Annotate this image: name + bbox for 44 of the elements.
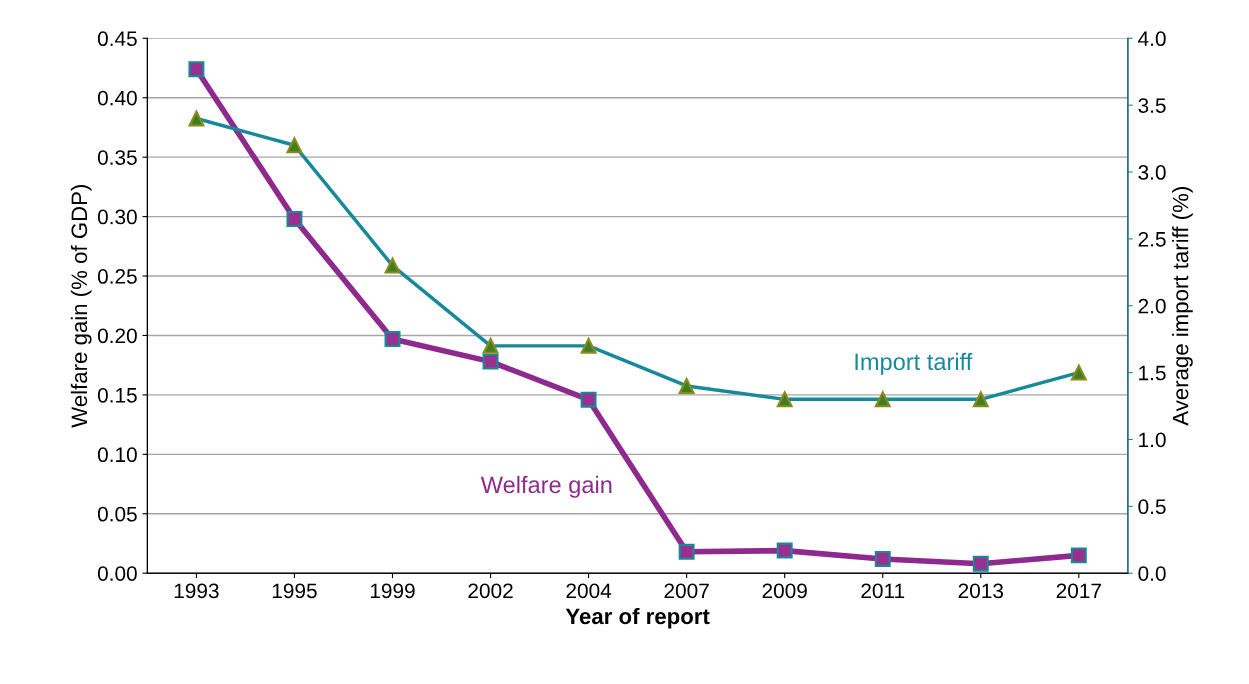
- point: [580, 391, 597, 408]
- x-tick-label: 1999: [370, 583, 415, 599]
- y2-tick-label: 0.0: [1138, 566, 1166, 581]
- series-label: Import tariff: [855, 352, 973, 375]
- x-tick-label: 2013: [958, 583, 1004, 599]
- y-tick-label: 0.10: [97, 447, 137, 463]
- point: [678, 543, 695, 560]
- point: [384, 331, 401, 348]
- x-tick-label: 2004: [566, 583, 612, 599]
- y2-axis-title: Average import tariff (%): [1172, 187, 1193, 426]
- y-tick-label: 0.15: [97, 387, 137, 403]
- y2-tick-label: 4.0: [1138, 31, 1166, 47]
- y-tick-label: 0.45: [97, 31, 137, 47]
- point: [776, 542, 793, 559]
- point: [1070, 547, 1087, 564]
- y2-tick-label: 1.5: [1139, 365, 1166, 381]
- x-axis-title: Year of report: [565, 607, 710, 629]
- x-tick-label: 2011: [861, 583, 905, 599]
- x-tick-label: 2002: [468, 583, 513, 599]
- y-tick-label: 0.20: [97, 328, 137, 344]
- point: [482, 353, 499, 370]
- point: [972, 555, 989, 572]
- x-tick-label: 2009: [762, 583, 807, 599]
- point: [874, 550, 891, 567]
- x-tick-label: 1993: [174, 583, 219, 599]
- x-tick-label: 1995: [272, 583, 317, 599]
- y2-tick-label: 2.0: [1138, 298, 1166, 314]
- y-tick-label: 0.40: [97, 90, 137, 106]
- y2-tick-label: 2.5: [1138, 231, 1166, 247]
- x-tick-label: 2017: [1056, 583, 1101, 599]
- y-tick-label: 0.35: [97, 150, 137, 165]
- y-axis-title: Welfare gain (% of GDP): [70, 185, 92, 428]
- y2-tick-label: 1.0: [1139, 432, 1166, 448]
- point: [188, 61, 205, 78]
- y-tick-label: 0.25: [97, 269, 137, 284]
- y2-tick-label: 3.5: [1138, 98, 1166, 113]
- y2-tick-label: 3.0: [1138, 165, 1166, 180]
- y-tick-label: 0.00: [97, 566, 137, 581]
- series-label: Welfare gain: [480, 475, 612, 498]
- y-tick-label: 0.05: [97, 506, 137, 522]
- x-tick-label: 2007: [664, 583, 709, 599]
- y-tick-label: 0.30: [97, 209, 137, 225]
- point: [286, 210, 303, 227]
- y2-tick-label: 0.5: [1138, 499, 1166, 515]
